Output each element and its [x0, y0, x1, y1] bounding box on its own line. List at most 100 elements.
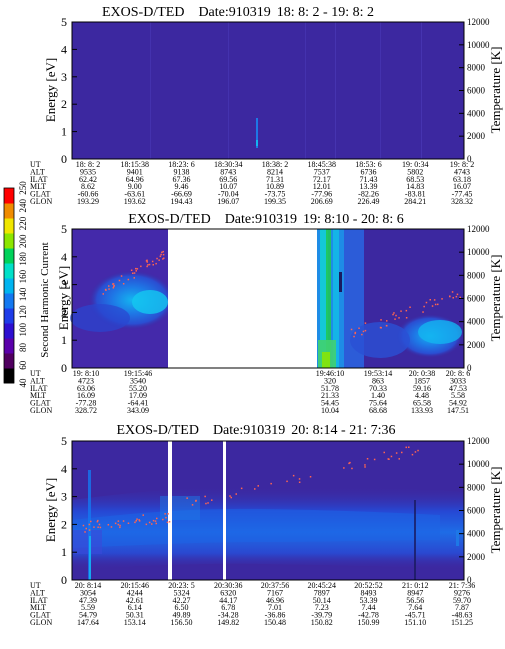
table-cell: 50.31: [126, 611, 144, 620]
table-cell: -45.71: [405, 611, 426, 620]
temperature-point: [93, 526, 95, 528]
y-tick-label: 3: [61, 70, 67, 84]
temperature-point: [155, 262, 157, 265]
table-cell: 51.78: [321, 384, 339, 393]
table-cell: 16.09: [77, 391, 95, 400]
temperature-tick-label: 2000: [467, 552, 486, 562]
temperature-point: [414, 451, 417, 453]
table-cell: 6.50: [175, 603, 189, 612]
table-cell: 19: 8: 2: [450, 160, 474, 169]
table-cell: 328.32: [451, 197, 473, 206]
table-row-label: UT: [30, 160, 41, 169]
y-tick-label: 0: [61, 361, 67, 375]
temperature-tick-label: 10000: [467, 40, 490, 50]
temperature-tick-label: 12000: [467, 17, 490, 27]
table-cell: 8.62: [81, 182, 95, 191]
panel-2-data-gap: [168, 229, 317, 368]
temperature-point: [230, 496, 232, 499]
table-cell: 20:30:36: [214, 581, 242, 590]
temperature-tick-label: 10000: [467, 459, 490, 469]
colorbar-label: Second Harmonic Current: [39, 242, 51, 357]
table-cell: 21: 7:36: [449, 581, 475, 590]
y-tick-label: 4: [61, 462, 67, 476]
table-cell: 68.68: [369, 406, 387, 415]
table-row-label: MLT: [30, 182, 46, 191]
table-cell: -63.61: [124, 190, 145, 199]
temperature-point: [429, 299, 431, 301]
table-cell: 18:53: 6: [355, 160, 381, 169]
panel-3-temperature-points: [82, 446, 419, 533]
temperature-point: [98, 523, 101, 526]
table-cell: 8214: [267, 167, 283, 176]
temperature-point: [254, 488, 256, 490]
temperature-point: [82, 524, 85, 527]
table-cell: 149.82: [217, 618, 239, 627]
table-cell: 147.64: [77, 618, 99, 627]
y-tick-label: 5: [61, 15, 67, 29]
temperature-point: [166, 521, 169, 524]
panel-2-temperature-points: [102, 250, 461, 338]
temperature-point: [132, 272, 134, 274]
table-cell: 65.58: [413, 399, 431, 408]
temperature-point: [401, 451, 403, 454]
temperature-point: [298, 481, 301, 483]
temperature-point: [147, 264, 149, 266]
table-cell: 20:45:24: [308, 581, 336, 590]
temperature-point: [122, 520, 125, 522]
y-tick-label: 2: [61, 517, 67, 531]
table-cell: 55.20: [129, 384, 147, 393]
temperature-point: [119, 524, 121, 527]
temperature-tick-label: 12000: [467, 436, 490, 446]
table-cell: 7.64: [408, 603, 422, 612]
temperature-point: [118, 279, 121, 282]
table-cell: 9.46: [175, 182, 189, 191]
panel-3-ylabel-left: Energy [eV]: [43, 478, 58, 542]
table-cell: 226.49: [358, 197, 380, 206]
temperature-point: [229, 495, 231, 497]
colorbar-tick-label: 40: [18, 378, 28, 388]
table-cell: 3540: [130, 376, 146, 385]
y-tick-label: 2: [61, 97, 67, 111]
temperature-point: [97, 526, 99, 528]
temperature-point: [161, 251, 163, 254]
colorbar: 40 60 80 100 120 140 160 180 200 220 240 250 Second…: [3, 181, 51, 388]
table-cell: 20:23: 5: [168, 581, 194, 590]
temperature-point: [394, 318, 396, 320]
temperature-tick-label: 8000: [467, 63, 486, 73]
table-cell: 6.14: [128, 603, 142, 612]
temperature-point: [145, 523, 148, 526]
temperature-point: [148, 263, 151, 266]
temperature-point: [195, 499, 197, 502]
table-row-label: ILAT: [30, 596, 47, 605]
table-cell: 70.33: [369, 384, 387, 393]
temperature-point: [122, 283, 125, 285]
temperature-point: [104, 288, 107, 291]
temperature-tick-label: 0: [467, 363, 472, 373]
temperature-point: [160, 253, 162, 256]
table-cell: 21: 0:12: [402, 581, 428, 590]
panel-3-title: EXOS-D/TED Date:910319 20: 8:14 - 21: 7:36: [117, 423, 396, 438]
table-cell: 10.04: [321, 406, 339, 415]
table-cell: -48.63: [452, 611, 473, 620]
table-cell: 4743: [454, 167, 470, 176]
temperature-point: [292, 474, 295, 477]
panel-2-ylabel-left: Energy [eV]: [56, 266, 71, 330]
temperature-point: [127, 522, 130, 524]
panel-1-right-ticks: 0 2000 4000 6000 8000 10000 12000: [459, 17, 490, 164]
temperature-point: [353, 335, 355, 338]
temperature-point: [405, 317, 408, 319]
temperature-point: [393, 312, 395, 314]
y-tick-label: 3: [61, 490, 67, 504]
table-cell: 10.07: [219, 182, 237, 191]
temperature-point: [168, 521, 171, 523]
temperature-point: [235, 493, 237, 495]
temperature-point: [154, 520, 157, 522]
temperature-point: [364, 464, 366, 466]
colorbar-cell: [4, 308, 14, 324]
table-cell: 9401: [127, 167, 143, 176]
temperature-point: [449, 295, 451, 297]
temperature-point: [366, 458, 369, 460]
table-cell: 20: 8: 6: [446, 369, 470, 378]
table-cell: 147.51: [447, 406, 469, 415]
